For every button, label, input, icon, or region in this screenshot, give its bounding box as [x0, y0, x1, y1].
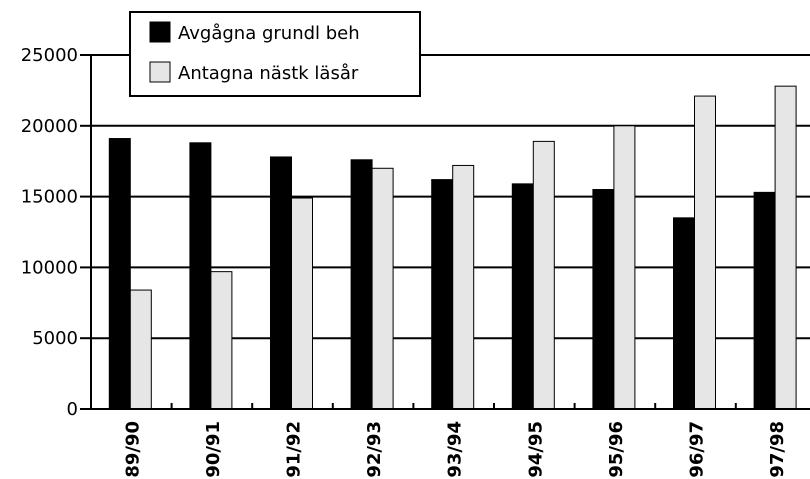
bar [532, 140, 555, 410]
x-tick-label: 97/98 [767, 421, 788, 478]
y-tick-label: 0 [67, 399, 78, 420]
bar [452, 164, 475, 410]
legend-swatch [149, 21, 171, 43]
bar [371, 167, 394, 410]
bar [753, 191, 776, 410]
bar [108, 138, 131, 410]
y-tick-label: 15000 [21, 187, 78, 208]
bar [613, 125, 636, 410]
bar [129, 289, 152, 410]
x-tick-label: 96/97 [687, 421, 708, 478]
bar [774, 85, 797, 410]
bar [291, 197, 313, 410]
bar [511, 183, 534, 410]
y-tick-label: 25000 [21, 45, 78, 66]
x-tick-label: 90/91 [203, 421, 224, 478]
y-tick-label: 5000 [32, 328, 78, 349]
bar [592, 189, 615, 410]
bar [270, 156, 292, 410]
x-tick-label: 92/93 [364, 421, 385, 478]
bar [210, 271, 233, 410]
x-tick-label: 95/96 [606, 421, 627, 478]
bar [694, 95, 716, 410]
bar [350, 159, 373, 410]
legend-label: Antagna nästk läsår [178, 63, 359, 84]
bar [431, 179, 454, 410]
y-tick-label: 10000 [21, 257, 78, 278]
x-tick-label: 93/94 [445, 421, 466, 478]
bar [673, 217, 695, 410]
x-tick-label: 89/90 [122, 421, 143, 478]
x-tick-label: 94/95 [525, 421, 546, 478]
legend-label: Avgågna grundl beh [178, 23, 360, 44]
bar [189, 142, 212, 410]
x-tick-label: 91/92 [284, 421, 305, 478]
legend-box [129, 11, 421, 97]
y-tick-label: 20000 [21, 116, 78, 137]
legend-swatch [149, 61, 171, 83]
